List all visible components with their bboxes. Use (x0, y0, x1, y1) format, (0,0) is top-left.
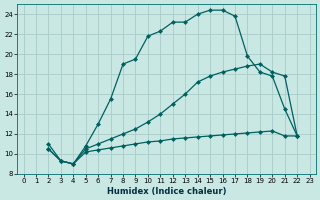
X-axis label: Humidex (Indice chaleur): Humidex (Indice chaleur) (107, 187, 226, 196)
